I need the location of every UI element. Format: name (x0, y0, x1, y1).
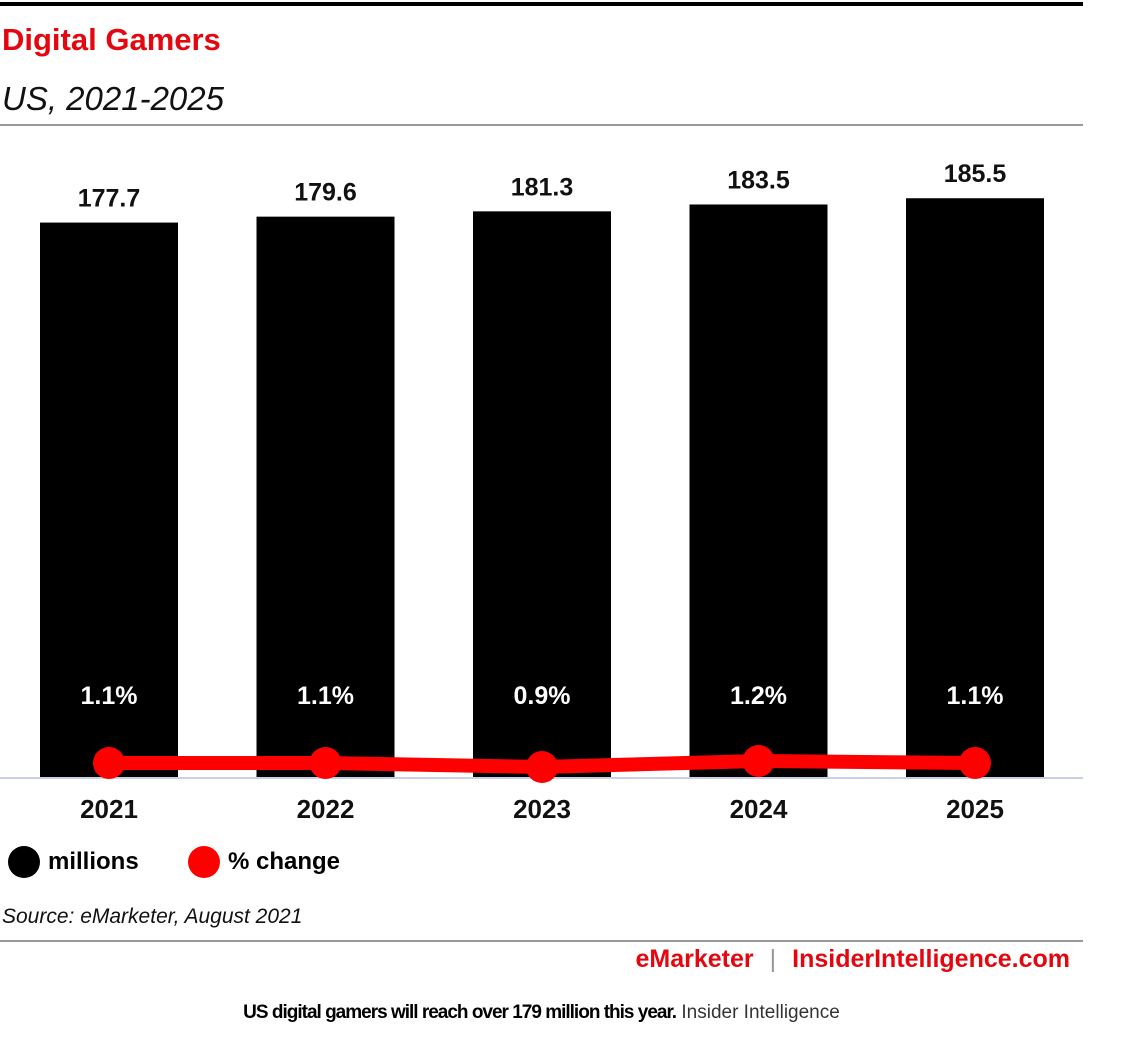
pct-point (959, 747, 991, 779)
caption-credit: Insider Intelligence (681, 1002, 840, 1023)
pct-label: 1.1% (297, 682, 354, 710)
x-tick-label: 2024 (730, 794, 788, 824)
pct-label: 1.2% (730, 682, 787, 710)
legend-item-change: % change (188, 846, 340, 878)
pct-point (742, 745, 775, 777)
caption-bold: US digital gamers will reach over 179 mi… (243, 1002, 677, 1023)
bar-value-label: 179.6 (294, 179, 357, 207)
legend-label: millions (48, 848, 139, 875)
bar (906, 198, 1044, 778)
bar (689, 204, 828, 778)
bar (256, 216, 395, 777)
separator: | (769, 945, 777, 973)
pct-label: 1.1% (81, 682, 138, 710)
bar-value-label: 183.5 (727, 166, 790, 194)
brand-emarketer: eMarketer (635, 945, 754, 973)
source-note: Source: eMarketer, August 2021 (2, 905, 303, 928)
bar (40, 222, 178, 778)
chart-subtitle: US, 2021-2025 (2, 80, 224, 117)
bar-value-label: 177.7 (78, 185, 141, 213)
chart-plot: 177.7 1.1% 2021 179.6 1.1% 2022 181.3 0.9% 2023 1… (0, 160, 1083, 824)
brand-insider: InsiderIntelligence.com (792, 945, 1070, 973)
pct-point (93, 747, 125, 779)
pct-label: 1.1% (947, 682, 1004, 710)
legend-marker (188, 846, 220, 878)
top-rule (0, 2, 1083, 6)
divider (0, 940, 1083, 942)
pct-point (526, 751, 558, 783)
bar (473, 211, 611, 777)
legend-label: % change (228, 848, 341, 875)
x-tick-label: 2021 (80, 794, 138, 824)
bar-value-label: 181.3 (511, 173, 574, 201)
pct-label: 0.9% (514, 682, 571, 710)
legend-item-millions: millions (8, 846, 139, 878)
caption: US digital gamers will reach over 179 mi… (0, 1002, 1083, 1024)
x-tick-label: 2025 (946, 794, 1004, 824)
pct-point (309, 747, 342, 779)
footer-brand: eMarketer | InsiderIntelligence.com (636, 945, 1071, 974)
x-tick-label: 2023 (513, 794, 571, 824)
x-tick-label: 2022 (297, 794, 355, 824)
legend-marker (8, 846, 40, 878)
divider (0, 124, 1083, 126)
bar-value-label: 185.5 (944, 160, 1007, 188)
chart-title: Digital Gamers (2, 22, 221, 57)
